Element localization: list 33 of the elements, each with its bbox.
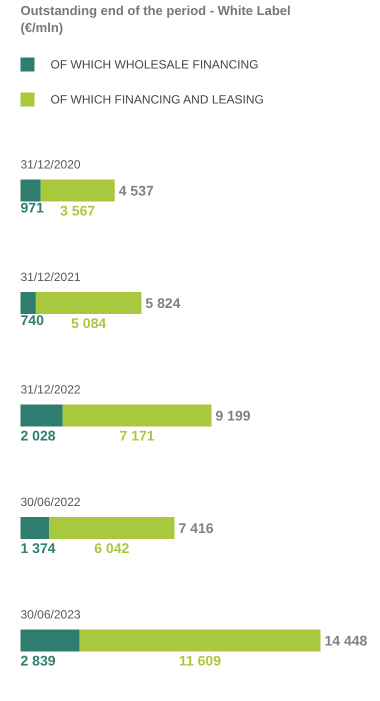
y-tick-label: 30/06/2023	[20, 608, 81, 622]
total-label: 4 537	[118, 182, 154, 198]
bar	[79, 630, 320, 652]
data-label: 971	[20, 200, 44, 216]
bar	[20, 630, 80, 652]
data-label: 740	[20, 312, 44, 328]
data-label: 7 171	[120, 428, 155, 444]
bar	[20, 292, 36, 314]
data-label: 2 839	[20, 652, 56, 668]
bar	[20, 404, 63, 426]
bar	[36, 292, 142, 314]
y-tick-label: 31/12/2021	[20, 270, 81, 284]
total-label: 9 199	[216, 408, 251, 424]
legend-label: OF WHICH WHOLESALE FINANCING	[50, 58, 259, 72]
y-tick-label: 31/12/2020	[20, 158, 81, 172]
data-label: 1 374	[20, 540, 56, 556]
bar	[62, 404, 212, 426]
data-label: 2 028	[20, 428, 56, 444]
y-tick-label: 31/12/2022	[20, 382, 81, 396]
data-label: 5 084	[71, 315, 106, 331]
bar	[40, 180, 115, 202]
data-label: 11 609	[178, 652, 222, 668]
bar	[49, 517, 174, 539]
data-label: 6 042	[94, 540, 130, 556]
total-label: 5 824	[145, 295, 181, 311]
data-label: 3 567	[60, 202, 96, 218]
bar	[20, 180, 41, 202]
legend-label: OF WHICH FINANCING AND LEASING	[50, 92, 264, 106]
total-label: 7 416	[178, 520, 214, 536]
y-tick-label: 30/06/2022	[20, 495, 81, 509]
chart-title: Outstanding end of the period - White Label (€/mln)	[20, 3, 291, 35]
total-label: 14 448	[324, 632, 368, 648]
bar	[20, 517, 50, 539]
